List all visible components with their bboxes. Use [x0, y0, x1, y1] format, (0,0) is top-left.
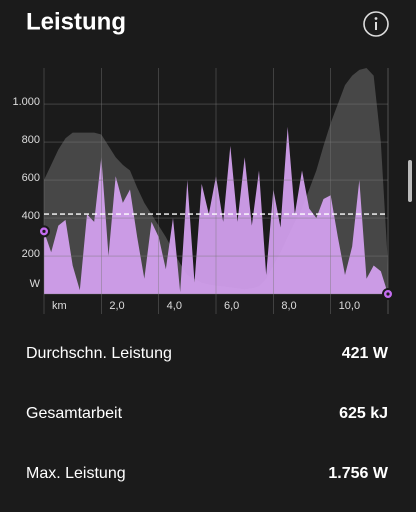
y-tick-label: 1.000 [12, 96, 40, 108]
x-tick-label: 2,0 [109, 300, 124, 312]
scrollbar [408, 160, 412, 202]
stat-label: Gesamtarbeit [26, 405, 123, 422]
page-title: Leistung [26, 8, 126, 35]
stat-value: 1.756 W [328, 465, 388, 482]
stat-label: Durchschn. Leistung [26, 345, 172, 362]
info-icon[interactable] [363, 11, 389, 37]
x-tick-label: 6,0 [224, 300, 239, 312]
x-tick-label: 10,0 [339, 300, 360, 312]
x-tick-label: 4,0 [167, 300, 182, 312]
y-tick-label: 400 [22, 210, 40, 222]
stat-value: 421 W [342, 345, 389, 362]
info-dot [374, 17, 378, 20]
stats-list: Durchschn. Leistung 421 W Gesamtarbeit 625 … [26, 345, 389, 482]
stat-label: Max. Leistung [26, 465, 126, 482]
y-tick-label: 800 [22, 134, 40, 146]
start-marker-center [42, 229, 46, 233]
info-stem [375, 22, 377, 30]
y-tick-label: 600 [22, 172, 40, 184]
stat-value: 625 kJ [339, 405, 388, 422]
x-tick-label: 8,0 [281, 300, 296, 312]
x-tick-label: km [52, 300, 67, 312]
power-chart: W 200 400 600 800 1.000 km 2,0 4,0 6,0 8,0 10,0 [12, 68, 394, 314]
y-tick-label: W [30, 278, 41, 290]
end-marker-center [386, 292, 390, 296]
y-tick-label: 200 [22, 248, 40, 260]
info-button[interactable] [363, 11, 389, 37]
